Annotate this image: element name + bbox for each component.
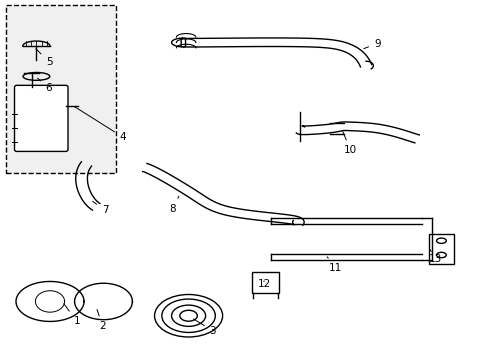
Text: 10: 10 (342, 131, 356, 156)
Text: 8: 8 (169, 196, 179, 213)
Text: 5: 5 (36, 49, 52, 67)
Text: 12: 12 (257, 279, 270, 289)
Text: 1: 1 (64, 304, 80, 326)
Text: 2: 2 (97, 310, 105, 332)
Text: 7: 7 (92, 201, 108, 215)
Text: 3: 3 (193, 319, 216, 336)
FancyBboxPatch shape (252, 272, 278, 293)
Text: 9: 9 (363, 39, 380, 49)
FancyBboxPatch shape (15, 85, 68, 152)
Text: 11: 11 (326, 257, 342, 273)
Text: 13: 13 (428, 249, 441, 264)
FancyBboxPatch shape (6, 5, 116, 173)
Bar (428, 234, 453, 264)
Text: 6: 6 (38, 78, 52, 93)
Text: 4: 4 (74, 107, 126, 142)
